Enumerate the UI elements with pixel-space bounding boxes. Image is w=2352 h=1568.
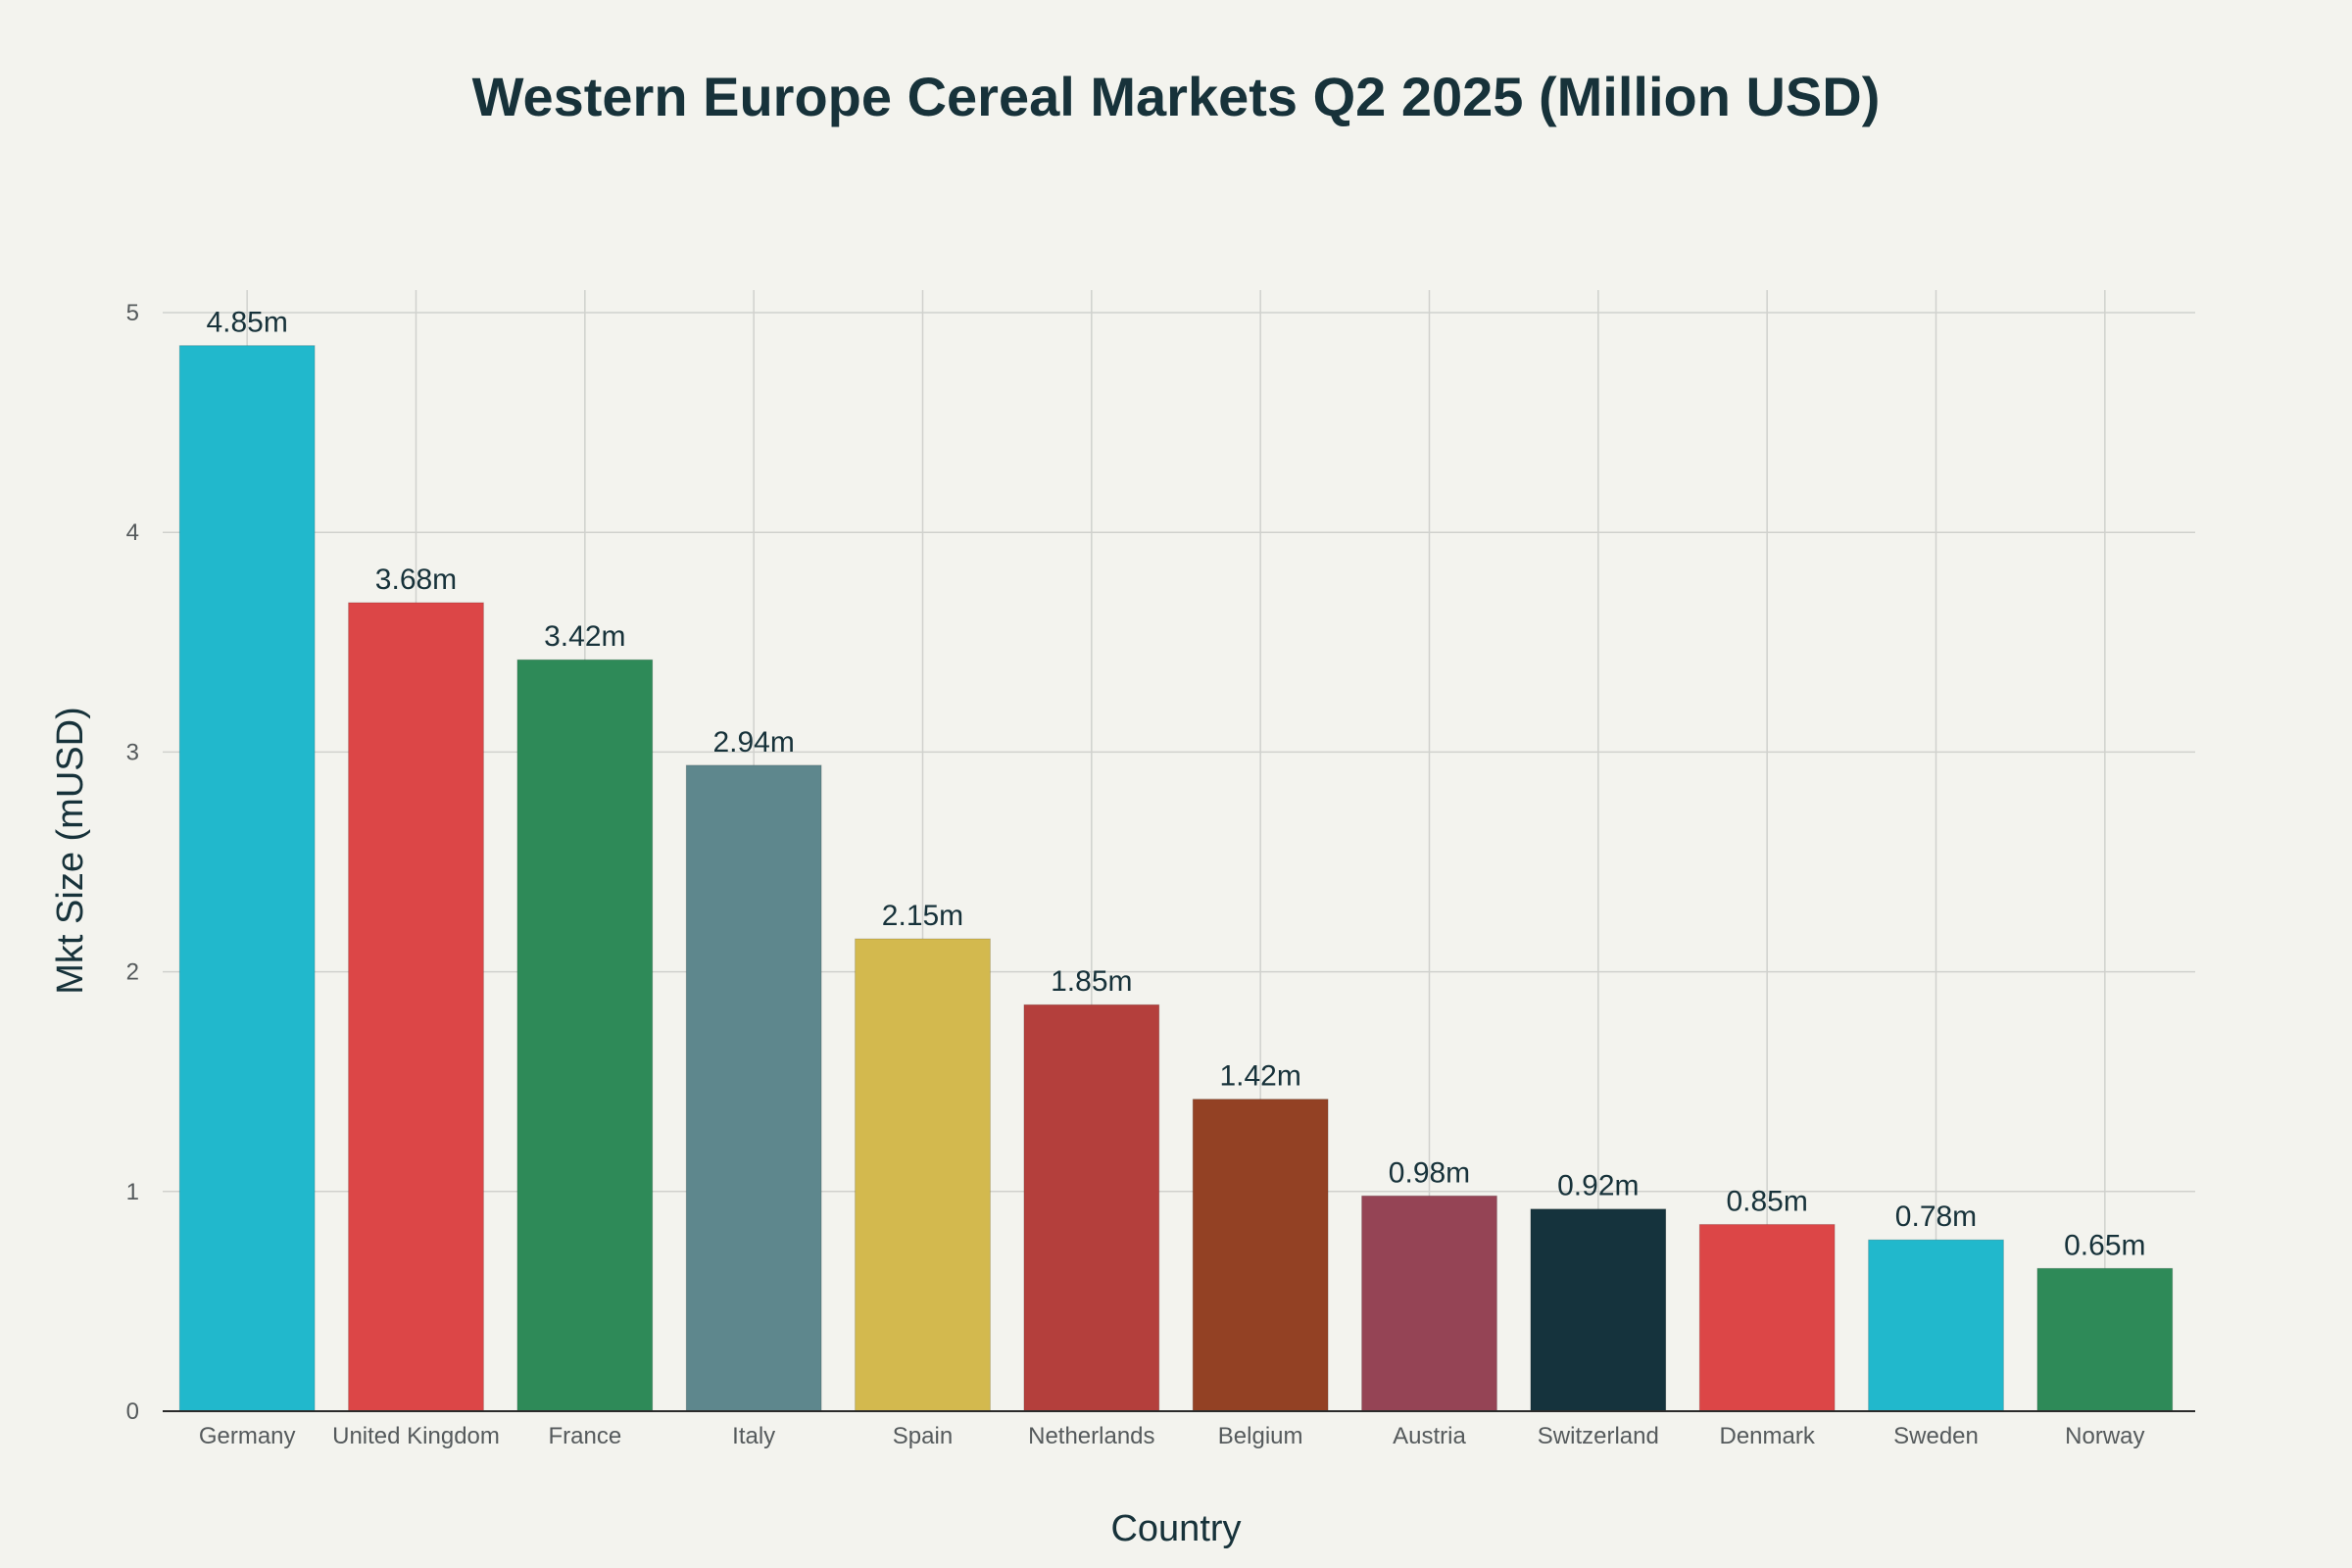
x-tick-label: Sweden — [1893, 1423, 1979, 1449]
bar-france — [516, 659, 654, 1412]
bar-switzerland — [1530, 1208, 1667, 1412]
x-tick-label: France — [548, 1423, 621, 1449]
x-tick-label: United Kingdom — [332, 1423, 500, 1449]
bar-belgium — [1192, 1099, 1329, 1412]
bar-netherlands — [1023, 1004, 1160, 1412]
y-tick-label: 2 — [126, 959, 139, 986]
data-label: 1.85m — [1051, 965, 1132, 998]
x-tick-label: Belgium — [1218, 1423, 1303, 1449]
x-tick-label: Switzerland — [1538, 1423, 1659, 1449]
data-label: 0.85m — [1726, 1185, 1807, 1217]
x-tick-label: Netherlands — [1028, 1423, 1154, 1449]
y-axis-title: Mkt Size (mUSD) — [50, 707, 91, 994]
data-label: 3.42m — [544, 620, 625, 653]
data-label: 0.92m — [1557, 1170, 1639, 1202]
y-tick-label: 1 — [126, 1179, 139, 1205]
bar-germany — [178, 345, 316, 1412]
bar-italy — [685, 764, 822, 1412]
data-label: 1.42m — [1219, 1060, 1300, 1093]
x-tick-label: Norway — [2065, 1423, 2144, 1449]
bar-austria — [1361, 1195, 1497, 1412]
grid — [163, 290, 2195, 1411]
bar-spain — [855, 938, 991, 1412]
chart-title: Western Europe Cereal Markets Q2 2025 (M… — [472, 66, 1881, 127]
data-label: 0.78m — [1895, 1200, 1977, 1233]
x-tick-label: Spain — [893, 1423, 953, 1449]
x-tick-label: Italy — [732, 1423, 775, 1449]
data-label: 0.98m — [1389, 1156, 1470, 1189]
bar-denmark — [1698, 1223, 1836, 1412]
x-tick-label: Denmark — [1719, 1423, 1815, 1449]
x-tick-label: Austria — [1393, 1423, 1466, 1449]
data-label: 2.15m — [882, 900, 963, 932]
y-tick-label: 4 — [126, 519, 139, 546]
y-tick-label: 5 — [126, 300, 139, 326]
y-tick-label: 3 — [126, 739, 139, 765]
data-labels: 4.85m 3.68m 3.42m 2.94m 2.15m 1.85m 1.42m 0.98m… — [206, 307, 2145, 1262]
data-label: 3.68m — [375, 564, 457, 596]
bar-norway — [2036, 1267, 2174, 1412]
data-label: 0.65m — [2064, 1229, 2145, 1261]
bar-united-kingdom — [348, 602, 484, 1412]
x-tick-label: Germany — [199, 1423, 296, 1449]
axes: 0 1 2 3 4 5 Germany United Kingdom France Italy Sp… — [126, 300, 2195, 1449]
y-tick-label: 0 — [126, 1398, 139, 1425]
data-label: 4.85m — [206, 307, 287, 339]
data-label: 2.94m — [712, 726, 794, 759]
bars — [178, 345, 2174, 1412]
x-axis-title: Country — [1110, 1508, 1241, 1549]
bar-sweden — [1868, 1239, 2004, 1412]
